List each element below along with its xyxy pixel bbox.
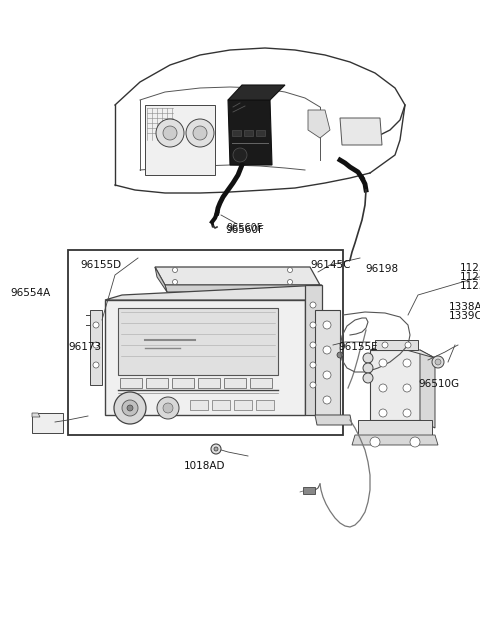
Text: 96510G: 96510G	[418, 379, 459, 389]
Circle shape	[310, 382, 316, 388]
Polygon shape	[228, 85, 285, 100]
Circle shape	[156, 119, 184, 147]
Circle shape	[370, 437, 380, 447]
Text: 1338AC: 1338AC	[449, 302, 480, 312]
Circle shape	[157, 397, 179, 419]
Bar	[232, 130, 241, 136]
Circle shape	[382, 342, 388, 348]
Bar	[234, 400, 252, 410]
Circle shape	[193, 126, 207, 140]
Circle shape	[363, 363, 373, 373]
Circle shape	[379, 409, 387, 417]
Polygon shape	[315, 310, 340, 415]
Text: 1125KC: 1125KC	[460, 263, 480, 273]
Circle shape	[310, 362, 316, 368]
Circle shape	[403, 359, 411, 367]
Polygon shape	[155, 267, 167, 292]
Circle shape	[163, 126, 177, 140]
Circle shape	[114, 392, 146, 424]
Polygon shape	[375, 340, 418, 350]
Circle shape	[310, 322, 316, 328]
Bar	[224, 378, 246, 388]
Circle shape	[288, 280, 292, 285]
Text: 96173: 96173	[68, 342, 101, 352]
Circle shape	[323, 371, 331, 379]
Circle shape	[172, 280, 178, 285]
Circle shape	[288, 268, 292, 273]
Circle shape	[323, 321, 331, 329]
Circle shape	[403, 409, 411, 417]
Polygon shape	[145, 105, 215, 175]
Circle shape	[405, 342, 411, 348]
Text: 96198: 96198	[365, 264, 398, 274]
Text: 96155D: 96155D	[80, 260, 121, 270]
Polygon shape	[358, 420, 432, 435]
Circle shape	[214, 447, 218, 451]
Text: 1018AD: 1018AD	[184, 461, 226, 471]
Text: 1125GB: 1125GB	[460, 272, 480, 282]
Polygon shape	[308, 110, 330, 138]
Text: 1125AA: 1125AA	[460, 281, 480, 291]
Circle shape	[186, 119, 214, 147]
Circle shape	[233, 148, 247, 162]
Bar	[303, 487, 315, 494]
Circle shape	[432, 356, 444, 368]
Circle shape	[93, 342, 99, 348]
Bar	[256, 130, 265, 136]
Circle shape	[127, 405, 133, 411]
Circle shape	[435, 359, 441, 365]
Polygon shape	[32, 413, 40, 417]
Polygon shape	[420, 350, 435, 428]
Circle shape	[310, 302, 316, 308]
Bar	[244, 130, 253, 136]
Polygon shape	[165, 285, 322, 292]
Circle shape	[163, 403, 173, 413]
Circle shape	[310, 342, 316, 348]
Polygon shape	[370, 344, 435, 358]
Bar	[120, 378, 142, 388]
Polygon shape	[352, 435, 438, 445]
Bar	[146, 378, 168, 388]
Circle shape	[122, 400, 138, 416]
Text: 96560F: 96560F	[227, 223, 263, 233]
Circle shape	[211, 444, 221, 454]
Polygon shape	[340, 118, 382, 145]
Polygon shape	[370, 350, 420, 420]
Polygon shape	[305, 285, 322, 415]
Bar	[190, 400, 208, 410]
Polygon shape	[228, 100, 272, 165]
Bar	[212, 400, 230, 410]
Circle shape	[379, 359, 387, 367]
Circle shape	[323, 396, 331, 404]
Polygon shape	[32, 413, 63, 433]
Bar	[198, 378, 220, 388]
Circle shape	[363, 353, 373, 363]
Polygon shape	[155, 267, 320, 285]
Bar	[68, 250, 343, 435]
Text: 1339CC: 1339CC	[449, 311, 480, 321]
Circle shape	[363, 373, 373, 383]
Circle shape	[323, 346, 331, 354]
Circle shape	[93, 362, 99, 368]
Bar	[250, 378, 272, 388]
Circle shape	[337, 352, 343, 358]
Text: 96155E: 96155E	[338, 342, 378, 352]
Circle shape	[93, 322, 99, 328]
Text: 96554A: 96554A	[10, 288, 50, 298]
Text: 96560F: 96560F	[226, 225, 264, 235]
Circle shape	[403, 384, 411, 392]
Circle shape	[410, 437, 420, 447]
Polygon shape	[118, 308, 278, 375]
Polygon shape	[90, 310, 102, 385]
Polygon shape	[105, 285, 322, 300]
Polygon shape	[105, 300, 305, 415]
Circle shape	[172, 268, 178, 273]
Text: 96145C: 96145C	[310, 260, 350, 270]
Circle shape	[379, 384, 387, 392]
Polygon shape	[315, 415, 352, 425]
Bar	[172, 378, 194, 388]
Bar	[256, 400, 274, 410]
